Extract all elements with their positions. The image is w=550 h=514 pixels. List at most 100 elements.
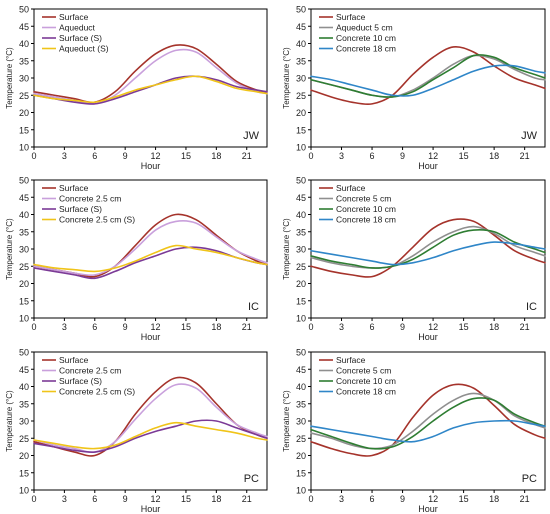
panel-label: PC — [522, 473, 537, 485]
x-tick-label: 6 — [370, 151, 375, 161]
y-tick-label: 20 — [19, 451, 29, 461]
x-tick-label: 12 — [151, 494, 161, 504]
x-tick-label: 21 — [242, 151, 252, 161]
y-tick-label: 40 — [296, 210, 306, 220]
x-tick-label: 15 — [459, 322, 469, 332]
y-tick-label: 25 — [296, 262, 306, 272]
x-tick-label: 9 — [123, 151, 128, 161]
plot-frame — [310, 179, 546, 319]
panel-label: PC — [244, 473, 259, 485]
x-tick-label: 12 — [428, 151, 438, 161]
plot-frame — [33, 179, 268, 319]
y-tick-label: 15 — [296, 125, 306, 135]
y-tick-label: 15 — [296, 468, 306, 478]
y-tick-label: 50 — [296, 5, 306, 15]
y-tick-label: 50 — [296, 348, 306, 358]
legend-entry: Surface — [336, 12, 366, 22]
legend-entry: Aqueduct 5 cm — [336, 23, 393, 33]
x-axis-label: Hour — [141, 504, 161, 514]
x-tick-label: 15 — [181, 494, 191, 504]
legend-entry: Surface (S) — [59, 33, 102, 43]
x-tick-label: 0 — [308, 322, 313, 332]
x-axis-label: Hour — [141, 161, 161, 171]
x-tick-label: 15 — [459, 151, 469, 161]
y-tick-label: 10 — [19, 486, 29, 496]
x-tick-label: 6 — [370, 494, 375, 504]
y-tick-label: 50 — [296, 176, 306, 186]
y-tick-label: 15 — [19, 468, 29, 478]
y-axis-label: Temperature (°C) — [282, 218, 291, 280]
series-line-4 — [33, 75, 268, 104]
legend-entry: Concrete 18 cm — [336, 44, 396, 54]
series-line-1 — [310, 45, 546, 106]
x-tick-label: 15 — [181, 322, 191, 332]
y-tick-label: 40 — [19, 210, 29, 220]
x-tick-label: 18 — [489, 322, 499, 332]
legend-entry: Surface — [59, 12, 89, 22]
panel-label: JW — [521, 130, 538, 142]
series-line-2 — [33, 219, 268, 277]
x-tick-label: 0 — [31, 322, 36, 332]
x-tick-label: 6 — [92, 494, 97, 504]
x-tick-label: 6 — [92, 151, 97, 161]
x-tick-label: 21 — [520, 322, 530, 332]
series-line-2 — [310, 392, 546, 450]
y-tick-label: 50 — [19, 5, 29, 15]
x-axis-label: Hour — [418, 504, 438, 514]
legend-entry: Concrete 5 cm — [336, 194, 391, 204]
y-tick-label: 20 — [296, 279, 306, 289]
legend-entry: Concrete 10 cm — [336, 33, 396, 43]
x-tick-label: 0 — [31, 494, 36, 504]
y-tick-label: 45 — [19, 22, 29, 32]
y-tick-label: 40 — [296, 39, 306, 49]
chart-panel-1: 10 15 20 25 30 35 40 45 50 0 3 6 9 12 15 18 21 Hour Temper… — [5, 5, 268, 171]
y-tick-label: 30 — [296, 245, 306, 255]
x-tick-label: 18 — [489, 494, 499, 504]
x-tick-label: 12 — [151, 151, 161, 161]
x-tick-label: 12 — [151, 322, 161, 332]
y-tick-label: 35 — [296, 227, 306, 237]
legend-entry: Surface (S) — [59, 204, 102, 214]
y-tick-label: 30 — [296, 417, 306, 427]
series-line-1 — [310, 383, 546, 457]
series-line-2 — [33, 383, 268, 454]
y-tick-label: 20 — [19, 279, 29, 289]
x-tick-label: 9 — [123, 494, 128, 504]
y-tick-label: 15 — [19, 125, 29, 135]
x-tick-label: 12 — [428, 494, 438, 504]
y-tick-label: 30 — [19, 74, 29, 84]
y-tick-label: 20 — [19, 108, 29, 118]
legend-entry: Concrete 10 cm — [336, 376, 396, 386]
x-tick-label: 9 — [400, 322, 405, 332]
legend-entry: Concrete 18 cm — [336, 387, 396, 397]
legend-entry: Surface — [336, 183, 366, 193]
series-line-3 — [33, 419, 268, 453]
y-tick-label: 10 — [296, 486, 306, 496]
legend-entry: Aqueduct — [59, 23, 96, 33]
x-tick-label: 12 — [428, 322, 438, 332]
x-tick-label: 18 — [489, 151, 499, 161]
y-tick-label: 15 — [296, 296, 306, 306]
legend-entry: Concrete 2.5 cm — [59, 366, 121, 376]
x-tick-label: 9 — [400, 151, 405, 161]
x-tick-label: 3 — [339, 151, 344, 161]
x-tick-label: 21 — [520, 494, 530, 504]
y-tick-label: 45 — [296, 193, 306, 203]
y-tick-label: 50 — [19, 176, 29, 186]
y-tick-label: 35 — [19, 56, 29, 66]
y-tick-label: 10 — [19, 314, 29, 324]
x-tick-label: 0 — [308, 494, 313, 504]
series-line-3 — [310, 397, 546, 450]
legend-entry: Concrete 5 cm — [336, 366, 391, 376]
legend-entry: Surface — [336, 355, 366, 365]
y-tick-label: 40 — [19, 382, 29, 392]
y-tick-label: 25 — [296, 91, 306, 101]
x-tick-label: 0 — [31, 151, 36, 161]
y-tick-label: 30 — [19, 245, 29, 255]
y-tick-label: 10 — [19, 143, 29, 153]
series-line-1 — [33, 44, 268, 104]
